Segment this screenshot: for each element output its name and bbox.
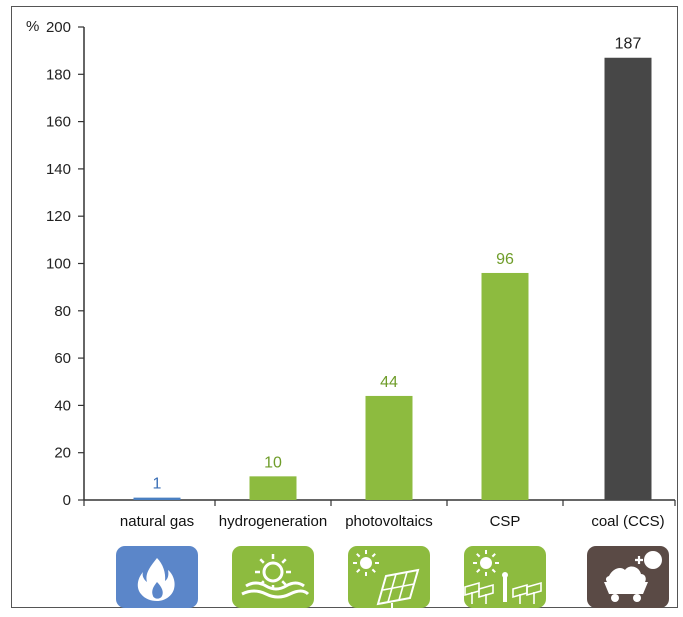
value-labels: 1 10 44 96 187 xyxy=(153,36,642,493)
y-tick-label: 200 xyxy=(46,19,71,36)
category-labels: natural gas hydrogeneration photovoltaics C… xyxy=(120,513,665,530)
value-label: 44 xyxy=(380,374,398,391)
bar xyxy=(249,476,297,500)
y-tick-label: 40 xyxy=(54,397,71,414)
value-label: 96 xyxy=(496,251,514,268)
sun-solar-panel-icon xyxy=(348,546,430,608)
y-unit-label: % xyxy=(26,18,39,35)
value-label: 1 xyxy=(153,476,162,493)
category-label: natural gas xyxy=(120,513,194,530)
chart-frame xyxy=(11,6,678,608)
category-label: photovoltaics xyxy=(345,513,433,530)
y-tick-label: 160 xyxy=(46,114,71,131)
bar xyxy=(604,57,652,501)
bar xyxy=(481,272,529,500)
value-label: 10 xyxy=(264,454,282,471)
category-label: CSP xyxy=(490,513,521,530)
value-label: 187 xyxy=(615,36,642,53)
category-icons xyxy=(116,546,669,608)
axes: 0 20 40 60 80 100 120 140 160 180 200 xyxy=(46,19,676,509)
category-label: coal (CCS) xyxy=(591,513,664,530)
y-tick-label: 20 xyxy=(54,445,71,462)
bars xyxy=(133,57,652,501)
y-tick-label: 120 xyxy=(46,208,71,225)
y-tick-label: 60 xyxy=(54,350,71,367)
y-tick-label: 100 xyxy=(46,256,71,273)
bar xyxy=(133,497,181,500)
category-label: hydrogeneration xyxy=(219,513,327,530)
y-tick-label: 140 xyxy=(46,161,71,178)
sun-mirrors-icon xyxy=(464,546,546,608)
y-tick-label: 80 xyxy=(54,303,71,320)
flame-icon xyxy=(116,546,198,608)
sun-waves-icon xyxy=(232,546,314,608)
y-tick-label: 0 xyxy=(63,492,71,509)
bar xyxy=(365,395,413,500)
coal-cart-icon xyxy=(587,546,669,608)
y-tick-label: 180 xyxy=(46,66,71,83)
